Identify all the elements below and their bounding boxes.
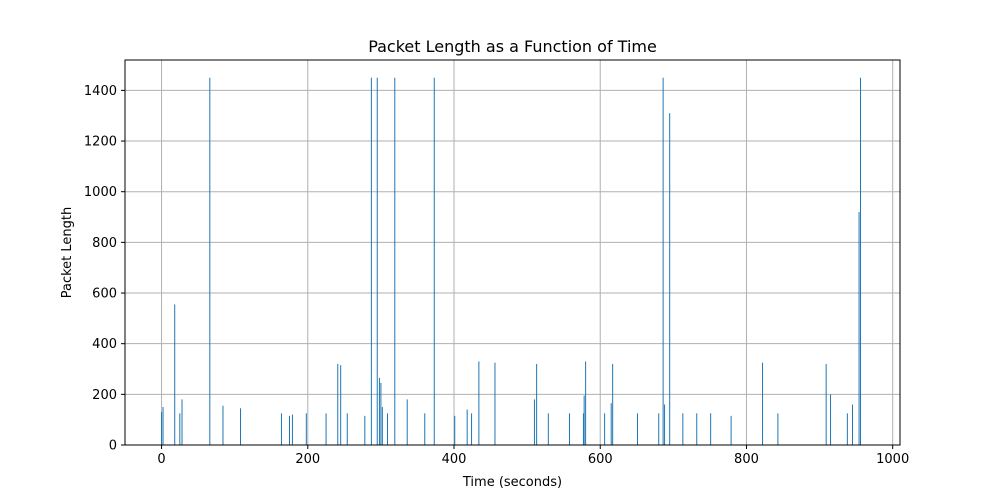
packet-bar xyxy=(380,382,382,445)
packet-bar xyxy=(466,409,468,445)
packet-bar xyxy=(454,415,456,445)
packet-bar xyxy=(378,377,380,445)
packet-bar xyxy=(762,362,764,445)
packet-bar xyxy=(305,413,307,445)
y-tick-label: 200 xyxy=(92,388,117,403)
y-axis-label: Packet Length xyxy=(60,207,75,299)
packet-bar xyxy=(582,413,584,445)
packet-bar xyxy=(664,404,666,445)
y-tick-label: 600 xyxy=(92,287,117,302)
x-tick-label: 1000 xyxy=(876,452,909,467)
packet-bar xyxy=(637,413,639,445)
packet-bar xyxy=(174,304,176,445)
packet-bar xyxy=(346,413,348,445)
packet-bar xyxy=(325,413,327,445)
packet-bar xyxy=(222,405,224,445)
packet-bar xyxy=(291,414,293,445)
packet-bar xyxy=(585,361,587,445)
packet-bar xyxy=(777,413,779,445)
packet-bar xyxy=(424,413,426,445)
packet-bar xyxy=(710,413,712,445)
packet-bar xyxy=(406,399,408,445)
packet-bar xyxy=(604,413,606,445)
packet-bar xyxy=(658,413,660,445)
packet-bar xyxy=(161,412,163,445)
packet-bar xyxy=(471,413,473,445)
packet-bar xyxy=(376,77,378,446)
y-tick-label: 1200 xyxy=(84,135,117,150)
packet-bar xyxy=(583,395,585,445)
y-tick-label: 800 xyxy=(92,236,117,251)
packet-bar xyxy=(364,415,366,445)
packet-bar xyxy=(682,413,684,445)
packet-bar xyxy=(858,211,860,445)
packet-bar xyxy=(662,77,664,446)
packet-bar xyxy=(280,413,282,445)
packet-bar xyxy=(536,363,538,445)
y-tick-label: 0 xyxy=(109,439,117,454)
y-tick-label: 1000 xyxy=(84,185,117,200)
packet-bar xyxy=(209,77,211,446)
x-tick-label: 0 xyxy=(157,452,165,467)
packet-bar xyxy=(340,365,342,445)
packet-bar xyxy=(846,413,848,445)
packet-bar xyxy=(337,363,339,445)
packet-bar xyxy=(851,404,853,445)
packet-bar xyxy=(860,77,862,446)
packet-bar xyxy=(610,403,612,445)
tick-layer: 0 200 400 600 800 1000 0 200 400 600 800 1000 1200 14… xyxy=(84,84,909,467)
x-tick-label: 600 xyxy=(588,452,613,467)
packet-bar xyxy=(669,113,671,445)
x-tick-label: 200 xyxy=(295,452,320,467)
packet-bar xyxy=(494,362,496,445)
bar-layer xyxy=(161,77,862,446)
y-tick-label: 1400 xyxy=(84,84,117,99)
plot-frame xyxy=(124,59,901,446)
packet-bar xyxy=(478,361,480,445)
packet-bar xyxy=(370,77,372,446)
packet-bar xyxy=(289,415,291,445)
packet-bar xyxy=(830,394,832,445)
packet-bar xyxy=(181,399,183,445)
packet-bar xyxy=(240,408,242,445)
y-tick-label: 400 xyxy=(92,337,117,352)
packet-bar xyxy=(612,363,614,445)
packet-bar xyxy=(533,399,535,445)
packet-bar xyxy=(569,413,571,445)
grid-layer xyxy=(125,60,900,446)
packet-bar xyxy=(162,407,164,445)
packet-bar xyxy=(179,413,181,445)
packet-bar xyxy=(386,413,388,445)
x-tick-label: 400 xyxy=(442,452,467,467)
chart-title: Packet Length as a Function of Time xyxy=(368,37,657,56)
packet-bar xyxy=(825,363,827,445)
packet-bar xyxy=(730,415,732,445)
x-tick-label: 800 xyxy=(734,452,759,467)
packet-bar xyxy=(547,413,549,445)
packet-bar xyxy=(394,77,396,446)
packet-bar xyxy=(381,407,383,445)
packet-bar xyxy=(696,413,698,445)
x-axis-label: Time (seconds) xyxy=(462,475,562,490)
packet-bar xyxy=(433,77,435,446)
